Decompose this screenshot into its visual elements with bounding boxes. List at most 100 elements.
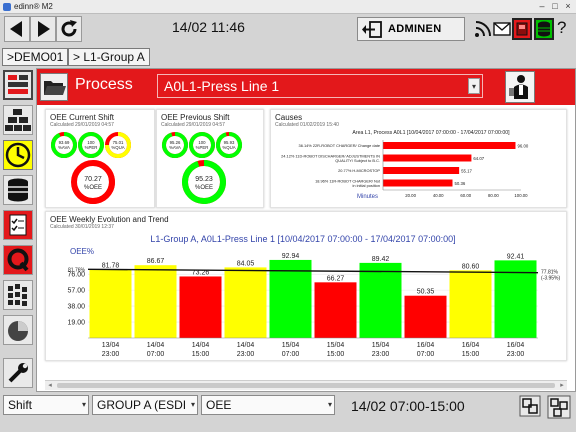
process-select[interactable]: A0L1-Press Line 1 ▾ — [157, 74, 483, 98]
oee-previous-panel: OEE Previous Shift Calculated 29/01/2019… — [156, 109, 264, 208]
expand-layout-icon[interactable] — [518, 394, 542, 418]
horizontal-scrollbar[interactable]: ◂ ▸ — [45, 380, 567, 390]
sidebar-item-shifts[interactable] — [3, 140, 33, 170]
back-button[interactable] — [4, 16, 30, 42]
maximize-button[interactable]: □ — [552, 1, 558, 11]
causes-category-label: 24.12% 11D-ROBOT DISCHARGER/ ADJUSTMENTS… — [281, 154, 380, 159]
shift-select[interactable]: Shift ▾ — [3, 395, 89, 415]
causes-bar-value: 64.07 — [473, 156, 484, 161]
oee-current-gauge-label: %QUA — [111, 145, 124, 150]
metric-select[interactable]: OEE ▾ — [201, 395, 335, 415]
shift-select-value: Shift — [8, 398, 33, 412]
scroll-left-icon[interactable]: ◂ — [48, 382, 52, 389]
sidebar-item-dashboard[interactable] — [3, 70, 33, 100]
weekly-bar — [314, 282, 357, 338]
help-button[interactable]: ? — [557, 18, 567, 37]
oee-current-title: OEE Current Shift — [50, 113, 115, 122]
weekly-chart-title: L1-Group A, A0L1-Press Line 1 [10/04/201… — [150, 234, 455, 244]
sidebar-item-hierarchy[interactable] — [3, 105, 33, 135]
oee-current-main-gauge-arc — [71, 160, 115, 204]
oee-current-calculated: Calculated 29/01/2019 04:57 — [50, 122, 114, 128]
oee-current-gauge-value: 93.69 — [59, 140, 70, 145]
grid-icon — [8, 284, 27, 306]
weekly-bar-value: 66.27 — [327, 275, 345, 282]
user-name: ADMINEN — [388, 23, 442, 35]
causes-category-label: QUALITY/ Subject to B.C. — [335, 158, 380, 163]
process-label: Process — [75, 76, 133, 93]
operator-button[interactable] — [505, 71, 535, 103]
weekly-trend-start-label: 81.76% — [68, 267, 86, 273]
forward-button[interactable] — [30, 16, 56, 42]
weekly-bar-value: 86.67 — [147, 258, 165, 265]
arrow-right-icon — [38, 21, 50, 37]
weekly-y-tick-label: 57.00 — [67, 288, 85, 295]
minimize-button[interactable]: – — [539, 1, 545, 11]
window-title: edinn® M2 — [14, 2, 53, 11]
oee-current-1-gauge-arc — [78, 132, 104, 158]
weekly-y-tick-label: 38.00 — [67, 304, 85, 311]
database-status-button[interactable] — [534, 18, 554, 40]
causes-tick-label: 100.00 — [514, 193, 528, 198]
window-titlebar: edinn® M2 – □ × — [0, 0, 576, 14]
weekly-y-tick-label: 76.00 — [67, 272, 85, 279]
refresh-icon — [61, 20, 77, 37]
causes-tick-label: 20.00 — [405, 193, 416, 198]
weekly-x-tick-date: 16/04 — [507, 342, 525, 349]
breadcrumb-item-group[interactable]: > L1-Group A — [68, 48, 150, 66]
weekly-bar — [404, 295, 447, 338]
operator-icon — [509, 75, 528, 99]
scroll-thumb[interactable] — [57, 383, 555, 388]
breadcrumb-item-site[interactable]: >DEMO01 — [2, 48, 69, 66]
causes-tick-label: 80.00 — [488, 193, 499, 198]
causes-chart-title: Area L1, Process A0L1 [10/04/2017 07:00:… — [352, 130, 510, 136]
weekly-x-tick-date: 15/04 — [372, 342, 390, 349]
user-button[interactable]: ADMINEN — [357, 17, 465, 41]
causes-bar-value: 50.36 — [454, 181, 465, 186]
sidebar-item-quality[interactable] — [3, 245, 33, 275]
sidebar-item-settings[interactable] — [3, 358, 33, 388]
chevron-down-icon: ▾ — [190, 400, 195, 409]
oee-previous-title: OEE Previous Shift — [161, 113, 230, 122]
weekly-trend-change-label: (-3.95%) — [541, 276, 561, 282]
pie-chart-icon — [8, 321, 28, 341]
oee-current-main-label: %OEE — [84, 185, 102, 191]
oee-previous-gauge-label: %QUA — [222, 145, 235, 150]
causes-bar — [383, 179, 453, 187]
metric-select-value: OEE — [206, 398, 232, 412]
oee-previous-main-value: 95.23 — [195, 176, 213, 183]
oee-current-panel: OEE Current Shift Calculated 29/01/2019 … — [45, 109, 155, 208]
rss-icon[interactable] — [474, 20, 492, 38]
tile-layout-icon[interactable] — [546, 394, 572, 420]
weekly-bar-value: 89.42 — [372, 256, 390, 263]
scroll-right-icon[interactable]: ▸ — [560, 382, 564, 389]
process-bar: Process A0L1-Press Line 1 ▾ — [37, 69, 575, 105]
weekly-x-tick-time: 23:00 — [237, 351, 255, 358]
refresh-button[interactable] — [56, 16, 82, 42]
clock-icon — [5, 142, 31, 168]
sidebar-item-checklist[interactable] — [3, 210, 33, 240]
weekly-trend-end-label: 77.81% — [541, 270, 559, 276]
database-icon — [538, 21, 550, 37]
weekly-y-tick-label: 19.00 — [67, 320, 85, 327]
close-button[interactable]: × — [565, 1, 571, 11]
causes-tick-label: 60.00 — [460, 193, 471, 198]
weekly-x-tick-date: 16/04 — [417, 342, 435, 349]
oee-current-gauge-value: 100 — [87, 140, 95, 145]
sidebar-item-data[interactable] — [3, 175, 33, 205]
sidebar-item-statistics[interactable] — [3, 315, 33, 345]
causes-bar — [383, 154, 472, 162]
weekly-bar-value: 92.94 — [282, 253, 300, 260]
shift-time-range: 14/02 07:00-15:00 — [351, 398, 465, 414]
causes-category-label: 36.14% 22R-ROBOT CHARGER/ Change date — [299, 143, 380, 148]
weekly-x-tick-date: 13/04 — [102, 342, 120, 349]
weekly-chart: L1-Group A, A0L1-Press Line 1 [10/04/201… — [67, 234, 561, 358]
group-select[interactable]: GROUP A (ESDI ▾ — [92, 395, 198, 415]
mail-icon[interactable] — [493, 21, 511, 37]
sidebar-item-grid[interactable] — [3, 280, 33, 310]
weekly-bar — [269, 259, 312, 338]
alarm-button[interactable] — [512, 18, 532, 40]
checklist-icon — [9, 214, 27, 236]
open-folder-button[interactable] — [40, 73, 68, 101]
weekly-bar — [359, 262, 402, 338]
weekly-y-axis-label: OEE% — [70, 247, 94, 256]
